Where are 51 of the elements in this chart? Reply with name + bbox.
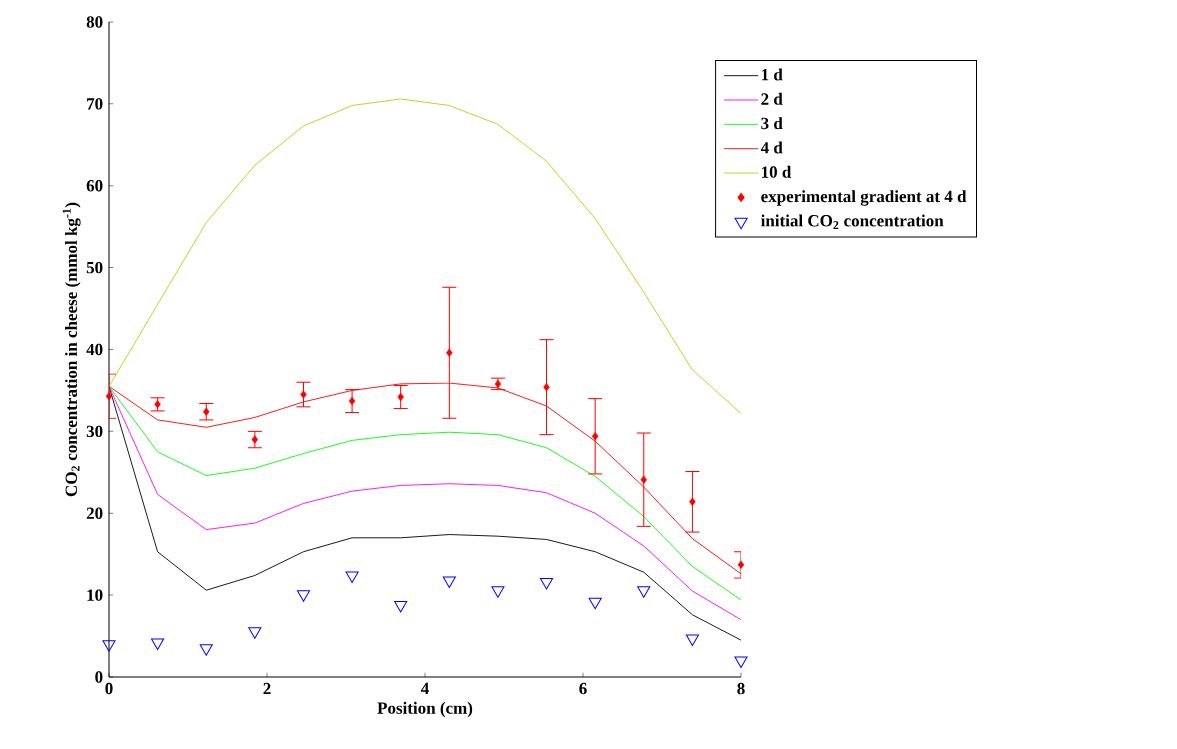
point: [348, 396, 356, 406]
point: [251, 435, 259, 444]
legend-label: initial CO$_{2}$ concentration: [761, 214, 944, 229]
point: [151, 638, 165, 651]
legend-label: experimental gradient at 4 d: [761, 190, 967, 206]
point: [248, 627, 262, 639]
y-tick-label: 0: [95, 671, 103, 683]
point: [446, 348, 453, 357]
x-tick-label: 0: [105, 682, 113, 695]
legend-label: 1 d: [762, 68, 783, 81]
point: [199, 644, 213, 656]
x-tick-label: 4: [420, 682, 429, 695]
x-tick-label: 8: [737, 682, 745, 695]
y-tick-label: 60: [86, 180, 103, 192]
point: [539, 578, 554, 590]
y-tick-label: 80: [86, 16, 103, 28]
point: [394, 600, 408, 613]
point: [442, 576, 456, 588]
point: [397, 392, 404, 402]
legend-label: 3 d: [761, 117, 783, 130]
point: [296, 590, 311, 602]
point: [689, 497, 696, 506]
x-axis-title: Position (cm): [377, 701, 473, 718]
point: [640, 475, 647, 484]
x-tick-label: 6: [579, 682, 587, 695]
y-tick-label: 20: [86, 507, 103, 519]
legend-label: 4 d: [760, 141, 783, 154]
y-tick-label: 70: [87, 98, 103, 110]
y-tick-label: 40: [86, 343, 103, 356]
point: [737, 560, 745, 570]
y-tick-label: 10: [87, 589, 103, 601]
point: [102, 640, 116, 652]
line-series: [109, 98, 741, 414]
point: [734, 656, 748, 669]
point: [543, 382, 550, 392]
y-tick-label: 50: [86, 261, 103, 274]
point: [685, 634, 699, 647]
point: [300, 390, 307, 399]
point: [105, 391, 113, 401]
point: [588, 597, 602, 610]
point: [637, 586, 651, 598]
point: [491, 586, 505, 598]
legend-label: 2 d: [761, 92, 783, 105]
y-axis-title: CO$_{2}$ concentration in cheese (mmol kg$^{-1}$): [62, 202, 81, 497]
y-tick-label: 30: [86, 425, 103, 438]
legend-label: 10 d: [762, 165, 792, 178]
point: [345, 571, 359, 583]
point: [591, 432, 599, 441]
point: [203, 407, 210, 416]
point: [494, 379, 502, 389]
x-tick-label: 2: [263, 682, 271, 695]
